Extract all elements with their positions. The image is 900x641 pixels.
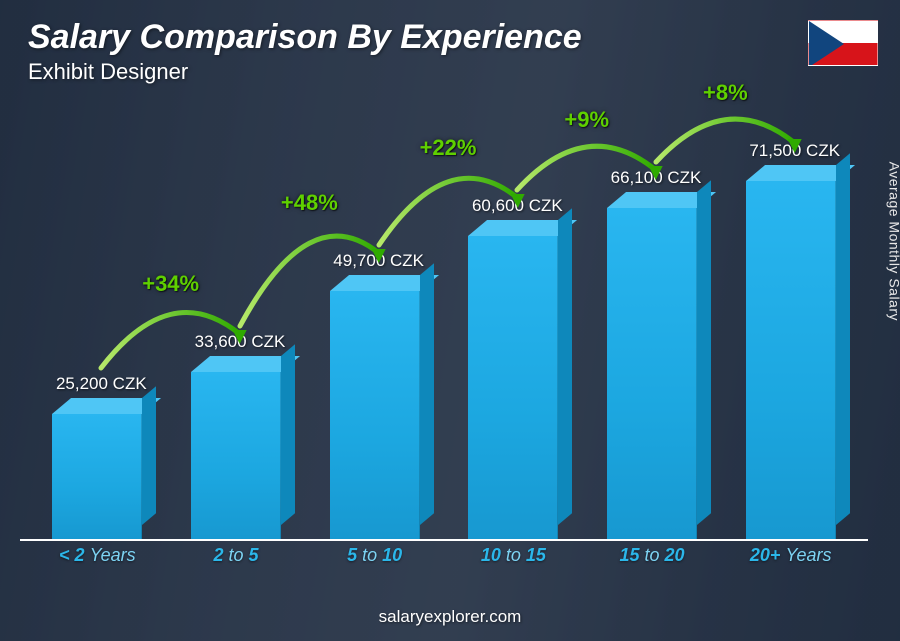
- x-label: 2 to 5: [167, 545, 306, 571]
- header: Salary Comparison By Experience Exhibit …: [28, 18, 582, 85]
- page-subtitle: Exhibit Designer: [28, 59, 582, 85]
- bar-side-face: [836, 153, 850, 525]
- bar: [330, 291, 420, 541]
- footer-attribution: salaryexplorer.com: [0, 607, 900, 627]
- value-label: 25,200 CZK: [56, 374, 147, 394]
- x-labels-container: < 2 Years2 to 55 to 1010 to 1515 to 2020…: [28, 545, 860, 571]
- page-title: Salary Comparison By Experience: [28, 18, 582, 57]
- bar-side-face: [558, 208, 572, 525]
- bar-front-face: [746, 181, 836, 541]
- bar-side-face: [281, 344, 295, 525]
- increase-pct: +22%: [420, 135, 477, 161]
- bar-front-face: [330, 291, 420, 541]
- value-label: 66,100 CZK: [611, 168, 702, 188]
- increase-pct: +34%: [142, 271, 199, 297]
- bar-wrap: [28, 120, 167, 541]
- bar-wrap: [305, 120, 444, 541]
- bar: [607, 208, 697, 541]
- y-axis-label: Average Monthly Salary: [886, 161, 900, 320]
- bar-side-face: [142, 386, 156, 525]
- value-label: 71,500 CZK: [749, 141, 840, 161]
- x-label: 15 to 20: [583, 545, 722, 571]
- bar: [52, 414, 142, 541]
- bar-side-face: [697, 180, 711, 525]
- bar-wrap: [167, 120, 306, 541]
- bar-front-face: [607, 208, 697, 541]
- flag-czech-icon: [808, 20, 878, 66]
- increase-pct: +8%: [703, 80, 748, 106]
- bar-front-face: [191, 372, 281, 541]
- bar-front-face: [52, 414, 142, 541]
- x-label: 10 to 15: [444, 545, 583, 571]
- value-label: 33,600 CZK: [195, 332, 286, 352]
- increase-pct: +9%: [564, 107, 609, 133]
- bars-container: [28, 120, 860, 541]
- bar: [746, 181, 836, 541]
- x-label: < 2 Years: [28, 545, 167, 571]
- salary-chart: < 2 Years2 to 55 to 1010 to 1515 to 2020…: [28, 120, 860, 571]
- x-label: 5 to 10: [305, 545, 444, 571]
- bar-front-face: [468, 236, 558, 541]
- bar: [468, 236, 558, 541]
- bar-wrap: [721, 120, 860, 541]
- bar-side-face: [420, 263, 434, 525]
- increase-pct: +48%: [281, 190, 338, 216]
- value-label: 49,700 CZK: [333, 251, 424, 271]
- x-axis-line: [20, 539, 868, 541]
- value-label: 60,600 CZK: [472, 196, 563, 216]
- x-label: 20+ Years: [721, 545, 860, 571]
- bar: [191, 372, 281, 541]
- bar-wrap: [444, 120, 583, 541]
